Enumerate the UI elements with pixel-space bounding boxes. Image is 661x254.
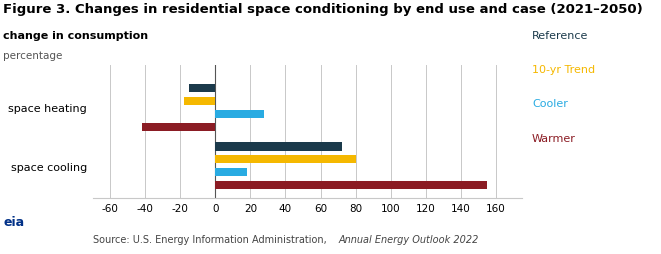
Bar	[215, 156, 356, 164]
Text: Annual Energy Outlook 2022: Annual Energy Outlook 2022	[338, 234, 479, 244]
Bar	[215, 168, 247, 177]
Text: eia: eia	[3, 216, 24, 229]
Bar	[184, 98, 215, 106]
Bar	[215, 181, 487, 189]
Text: Reference: Reference	[532, 30, 588, 40]
Text: Figure 3. Changes in residential space conditioning by end use and case (2021–20: Figure 3. Changes in residential space c…	[3, 3, 643, 15]
Text: percentage: percentage	[3, 51, 63, 61]
Bar	[215, 110, 264, 118]
Bar	[189, 85, 215, 93]
Text: change in consumption: change in consumption	[3, 30, 149, 40]
Text: Source: U.S. Energy Information Administration,: Source: U.S. Energy Information Administ…	[93, 234, 329, 244]
Text: Warmer: Warmer	[532, 133, 576, 143]
Bar	[215, 143, 342, 151]
Text: 10-yr Trend: 10-yr Trend	[532, 65, 595, 75]
Bar	[141, 123, 215, 131]
Text: Cooler: Cooler	[532, 99, 568, 109]
